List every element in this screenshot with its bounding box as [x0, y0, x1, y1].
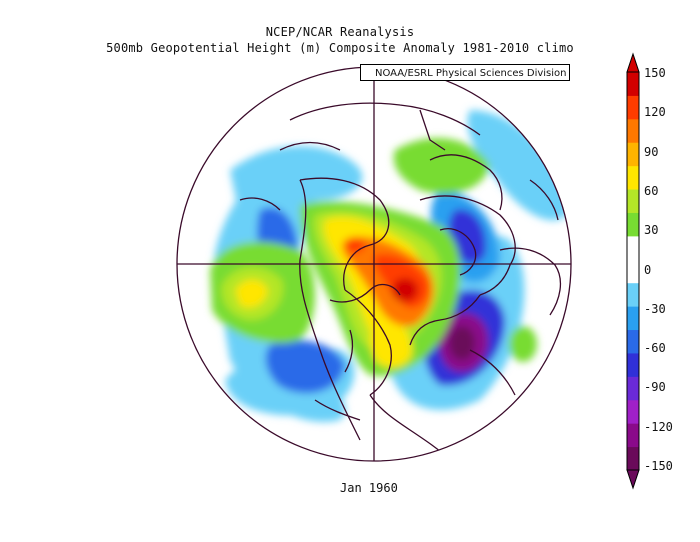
- colorbar-tick-label: 0: [644, 262, 652, 277]
- neg150-core: [449, 326, 475, 360]
- colorbar-swatch: [627, 282, 639, 307]
- colorbar-swatch: [627, 235, 639, 260]
- colorbar-arrow-bottom: [626, 469, 640, 490]
- pos90-north-pacific: [235, 279, 268, 308]
- colorbar-tick-label: 120: [644, 105, 666, 120]
- colorbar-swatch: [627, 212, 639, 237]
- colorbar-tick-label: 30: [644, 223, 659, 238]
- colorbar-tick-label: 60: [644, 183, 659, 198]
- map-subtitle: 500mb Geopotential Height (m) Composite …: [106, 41, 574, 55]
- neg30-north-pacific: [230, 146, 363, 223]
- colorbar-frame: [626, 71, 640, 471]
- colorbar-swatch: [627, 423, 639, 448]
- colorbar-swatch: [627, 376, 639, 401]
- colorbar-swatch: [627, 329, 639, 354]
- colorbar-swatch: [627, 142, 639, 167]
- date-label: Jan 1960: [340, 481, 398, 495]
- colorbar-swatch: [627, 259, 639, 284]
- colorbar-swatch: [627, 118, 639, 143]
- neg60-sw: [265, 340, 345, 394]
- colorbar-tick-label: -30: [644, 301, 666, 316]
- map-title: NCEP/NCAR Reanalysis: [265, 25, 415, 39]
- colorbar-tick-label: -60: [644, 341, 666, 356]
- colorbar-arrow-top: [626, 52, 640, 73]
- colorbar-swatch: [627, 165, 639, 190]
- credit-label: NOAA/ESRL Physical Sciences Division: [360, 64, 570, 81]
- colorbar-swatch: [627, 446, 639, 471]
- colorbar-swatch: [627, 352, 639, 377]
- colorbar-swatch: [627, 306, 639, 331]
- colorbar-tick-label: -150: [644, 459, 673, 473]
- colorbar-tick-label: -90: [644, 380, 666, 395]
- pos90-south: [369, 319, 413, 368]
- colorbar-swatch: [627, 399, 639, 424]
- colorbar-swatch: [627, 189, 639, 213]
- colorbar-swatch: [627, 72, 639, 96]
- coastlines: [239, 102, 562, 461]
- anomaly-field: [177, 67, 571, 461]
- pos30-siberia-north: [393, 138, 490, 194]
- colorbar-tick-label: 150: [644, 66, 666, 80]
- colorbar-tick-label: 90: [644, 144, 659, 159]
- pos30-east-patch: [509, 326, 537, 362]
- pos150-core-2: [392, 278, 418, 302]
- colorbar-tick-label: -120: [644, 419, 673, 434]
- colorbar-swatch: [627, 95, 639, 120]
